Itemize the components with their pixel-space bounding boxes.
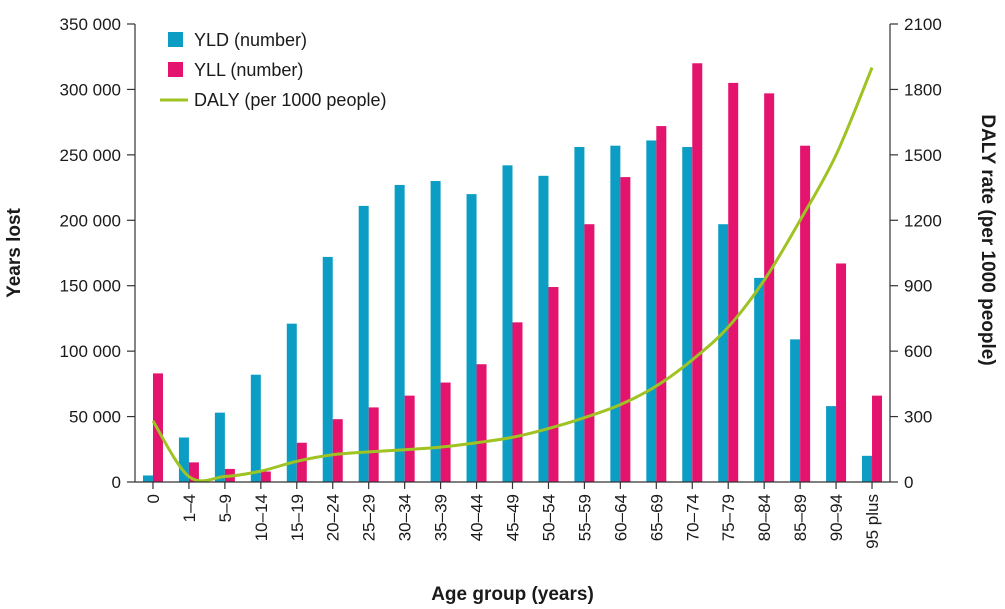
bar-yld	[466, 194, 477, 482]
x-tick-label: 35–39	[432, 494, 451, 541]
bar-yld	[574, 147, 585, 482]
legend-swatch-yll	[168, 62, 183, 77]
bar-yld	[754, 277, 765, 482]
x-tick-label: 20–24	[324, 494, 343, 541]
x-tick-label: 15–19	[288, 494, 307, 541]
x-tick-label: 85–89	[791, 494, 810, 541]
bar-yld	[718, 224, 729, 482]
bar-yld	[826, 406, 837, 482]
bar-yll	[764, 93, 775, 483]
bar-yll	[404, 395, 415, 482]
x-tick-label: 45–49	[504, 494, 523, 541]
bar-yll	[548, 287, 559, 482]
y-tick-label: 300 000	[60, 80, 121, 99]
y2-tick-label: 300	[904, 408, 932, 427]
bar-yld	[610, 145, 621, 482]
bar-yll	[332, 419, 343, 482]
bar-yld	[286, 323, 297, 482]
bars-layer	[142, 63, 883, 483]
bar-yld	[142, 475, 153, 482]
x-tick-label: 75–79	[719, 494, 738, 541]
y-tick-label: 0	[112, 473, 121, 492]
x-tick-label: 80–84	[755, 494, 774, 541]
y2-tick-label: 1500	[904, 146, 942, 165]
bar-yll	[188, 462, 199, 482]
bar-yll	[296, 442, 307, 482]
x-tick-label: 40–44	[468, 494, 487, 541]
x-tick-label: 65–69	[647, 494, 666, 541]
bar-yld	[430, 181, 441, 482]
bar-yld	[682, 147, 693, 482]
legend: YLD (number) YLL (number) DALY (per 1000…	[160, 30, 386, 110]
x-tick-label: 1–4	[180, 494, 199, 522]
legend-label-daly: DALY (per 1000 people)	[194, 90, 386, 110]
x-tick-label: 30–34	[396, 494, 415, 541]
bar-yll	[260, 471, 271, 482]
bar-yld	[646, 140, 657, 482]
y-tick-label: 50 000	[69, 408, 121, 427]
x-tick-label: 10–14	[252, 494, 271, 541]
line-layer	[151, 67, 874, 483]
y-tick-label: 100 000	[60, 342, 121, 361]
y-axis-title: Years lost	[4, 207, 25, 297]
bar-yld	[394, 184, 405, 482]
daly-line	[151, 67, 874, 483]
bar-yll	[476, 364, 487, 482]
bar-yld	[250, 374, 261, 482]
bar-yld	[538, 175, 549, 482]
bar-yll	[728, 82, 739, 482]
bar-yld	[322, 256, 333, 482]
bar-yll	[512, 322, 523, 482]
bar-yld	[790, 339, 801, 482]
bar-yld	[502, 165, 513, 482]
bar-yld	[862, 455, 873, 482]
legend-label-yld: YLD (number)	[194, 30, 307, 50]
x-tick-label: 70–74	[683, 494, 702, 541]
x-tick-label: 25–29	[360, 494, 379, 541]
y2-tick-label: 1200	[904, 211, 942, 230]
y2-tick-label: 900	[904, 277, 932, 296]
bar-yld	[358, 205, 369, 483]
y2-tick-label: 1800	[904, 80, 942, 99]
legend-label-yll: YLL (number)	[194, 60, 303, 80]
bar-yll	[692, 63, 703, 482]
x-tick-label: 90–94	[827, 494, 846, 541]
y-tick-label: 150 000	[60, 277, 121, 296]
bar-yll	[872, 395, 883, 482]
y2-tick-label: 0	[904, 473, 913, 492]
y2-tick-label: 2100	[904, 15, 942, 34]
y2-axis-title: DALY rate (per 1000 people)	[977, 114, 998, 365]
bar-yll	[656, 126, 667, 482]
x-tick-label: 95 plus	[863, 494, 882, 549]
y2-tick-label: 600	[904, 342, 932, 361]
x-axis-title: Age group (years)	[431, 584, 594, 605]
bar-yll	[440, 382, 451, 482]
x-tick-label: 50–54	[539, 494, 558, 541]
bar-yll	[368, 407, 379, 482]
bar-yll	[836, 263, 847, 482]
y-tick-label: 350 000	[60, 15, 121, 34]
legend-swatch-yld	[168, 32, 183, 47]
y-tick-label: 250 000	[60, 146, 121, 165]
bar-yll	[620, 177, 631, 483]
ticks-layer: 0 50 000 100 000 150 000 200 000 250 000 300 0…	[60, 15, 942, 549]
x-tick-label: 0	[144, 494, 163, 503]
x-tick-label: 60–64	[611, 494, 630, 541]
bar-yll	[800, 145, 811, 482]
bar-yll	[584, 224, 595, 482]
bar-yld	[178, 437, 189, 482]
bar-yld	[214, 412, 225, 482]
y-tick-label: 200 000	[60, 211, 121, 230]
x-tick-label: 55–59	[575, 494, 594, 541]
x-tick-label: 5–9	[216, 494, 235, 522]
